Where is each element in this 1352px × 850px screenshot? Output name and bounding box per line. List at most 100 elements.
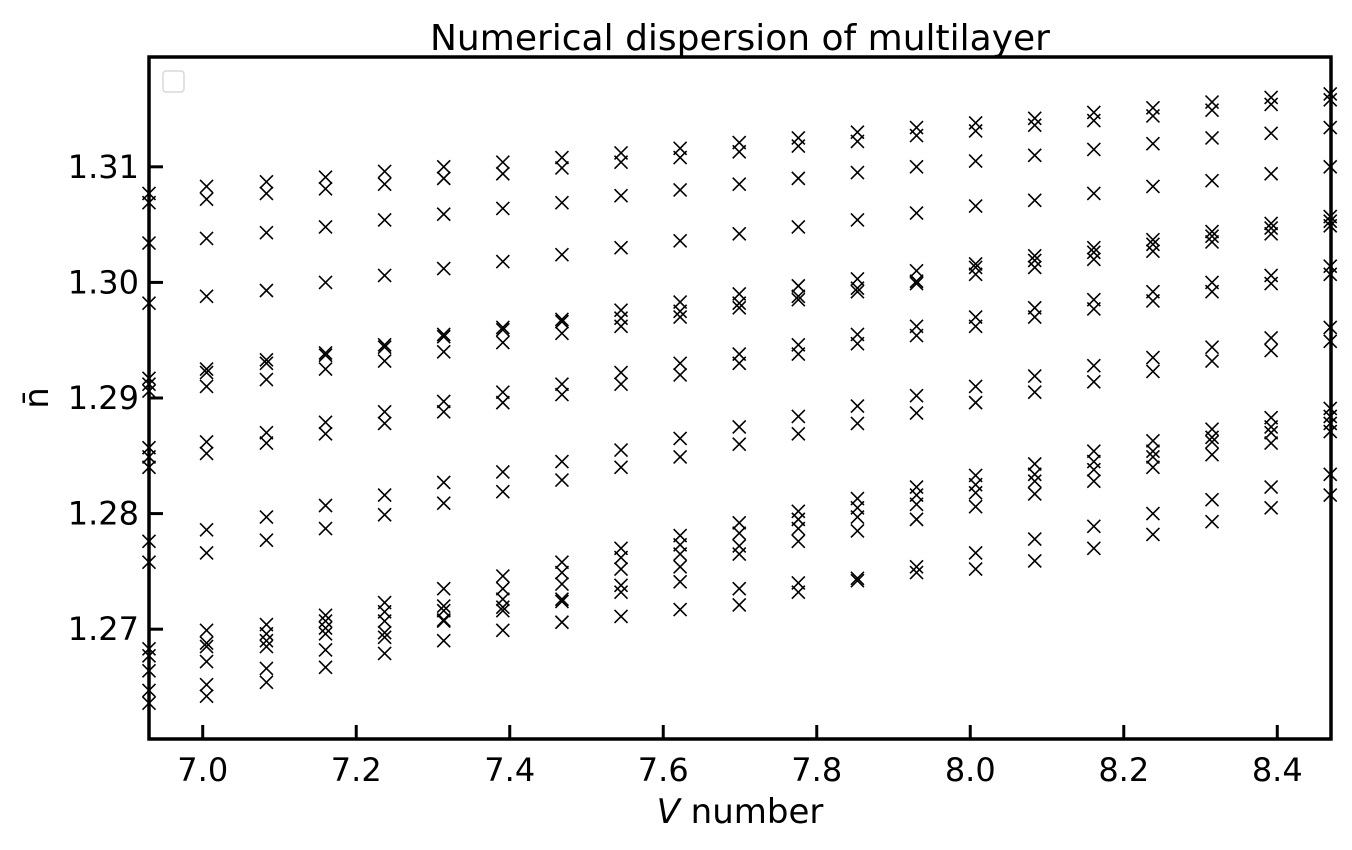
data-point xyxy=(554,314,569,329)
data-point xyxy=(673,602,688,617)
marker-stroke xyxy=(554,377,569,392)
data-point xyxy=(436,207,451,222)
data-point xyxy=(259,533,274,548)
data-point xyxy=(495,335,510,350)
data-point xyxy=(377,212,392,228)
data-point xyxy=(613,155,629,170)
data-point xyxy=(259,352,274,367)
marker-stroke xyxy=(1264,221,1279,236)
marker-stroke xyxy=(673,602,688,617)
marker-stroke xyxy=(1027,368,1042,384)
data-point xyxy=(968,379,983,394)
marker-stroke xyxy=(791,171,806,186)
data-point xyxy=(495,603,510,618)
marker-stroke xyxy=(1204,103,1220,118)
data-point xyxy=(1086,358,1101,373)
y-tick-label: 1.30 xyxy=(68,263,139,301)
marker-stroke xyxy=(259,633,274,648)
data-point xyxy=(673,449,688,465)
marker-stroke xyxy=(968,499,983,514)
data-point xyxy=(199,365,214,380)
marker-stroke xyxy=(318,348,333,363)
marker-stroke xyxy=(909,559,924,574)
data-point xyxy=(1264,216,1279,231)
marker-stroke xyxy=(199,639,214,654)
data-point xyxy=(436,327,451,342)
data-point xyxy=(259,661,274,676)
data-point xyxy=(1264,226,1279,241)
marker-stroke xyxy=(1264,436,1279,451)
marker-stroke xyxy=(495,254,510,269)
marker-stroke xyxy=(1086,474,1101,489)
data-point xyxy=(554,615,569,630)
data-point xyxy=(1027,385,1042,400)
marker-stroke xyxy=(850,416,865,431)
data-point xyxy=(968,319,983,334)
marker-stroke xyxy=(909,328,924,343)
data-point xyxy=(1086,113,1101,128)
data-point xyxy=(1204,130,1220,145)
marker-stroke xyxy=(554,473,569,488)
data-point xyxy=(318,498,333,513)
marker-stroke xyxy=(1086,186,1101,201)
data-point xyxy=(318,626,333,641)
x-axis-ticks: 7.0 7.2 7.4 7.6 7.8 8.0 8.2 8.4 xyxy=(177,725,1303,789)
marker-stroke xyxy=(673,182,688,197)
marker-stroke xyxy=(259,436,274,451)
marker-stroke xyxy=(495,385,510,400)
data-point xyxy=(850,336,865,351)
data-point xyxy=(377,625,392,640)
marker-stroke xyxy=(318,626,333,641)
marker-stroke xyxy=(495,155,510,170)
marker-stroke xyxy=(909,276,924,291)
marker-stroke xyxy=(1204,514,1220,529)
marker-stroke xyxy=(1204,434,1220,449)
marker-stroke xyxy=(1264,126,1279,141)
data-point xyxy=(791,409,806,424)
marker-stroke xyxy=(850,399,865,414)
marker-stroke xyxy=(968,562,983,577)
data-point xyxy=(377,646,392,661)
data-point xyxy=(732,437,747,452)
data-point xyxy=(968,545,983,560)
marker-stroke xyxy=(613,562,629,577)
data-point xyxy=(259,436,274,451)
data-point xyxy=(377,507,392,522)
marker-stroke xyxy=(436,327,451,342)
data-point xyxy=(791,289,806,304)
data-point xyxy=(613,365,629,380)
data-point xyxy=(732,581,747,596)
x-axis-label-text: number xyxy=(680,792,824,832)
marker-stroke xyxy=(436,171,451,186)
data-point xyxy=(318,345,333,360)
data-point xyxy=(968,123,983,139)
data-point xyxy=(673,574,688,589)
marker-stroke xyxy=(1086,301,1101,317)
data-point xyxy=(1145,244,1160,259)
data-point xyxy=(1027,111,1042,126)
marker-stroke xyxy=(377,416,392,431)
data-point xyxy=(909,388,924,403)
data-point xyxy=(1264,330,1279,345)
data-point xyxy=(1145,179,1160,194)
marker-stroke xyxy=(732,419,747,434)
legend-box xyxy=(162,70,185,93)
data-point xyxy=(495,155,510,170)
data-point xyxy=(199,545,214,560)
marker-stroke xyxy=(673,356,688,371)
data-point xyxy=(377,404,392,419)
marker-stroke xyxy=(377,268,392,283)
marker-stroke xyxy=(199,623,214,638)
marker-stroke xyxy=(732,296,747,311)
marker-stroke xyxy=(613,550,629,565)
data-point xyxy=(613,460,629,475)
data-point xyxy=(1204,224,1220,239)
marker-stroke xyxy=(377,337,392,352)
marker-stroke xyxy=(1086,240,1101,255)
data-point xyxy=(1027,310,1042,325)
marker-stroke xyxy=(673,367,688,382)
marker-stroke xyxy=(673,546,688,562)
data-point xyxy=(732,144,747,159)
marker-stroke xyxy=(1027,148,1042,163)
